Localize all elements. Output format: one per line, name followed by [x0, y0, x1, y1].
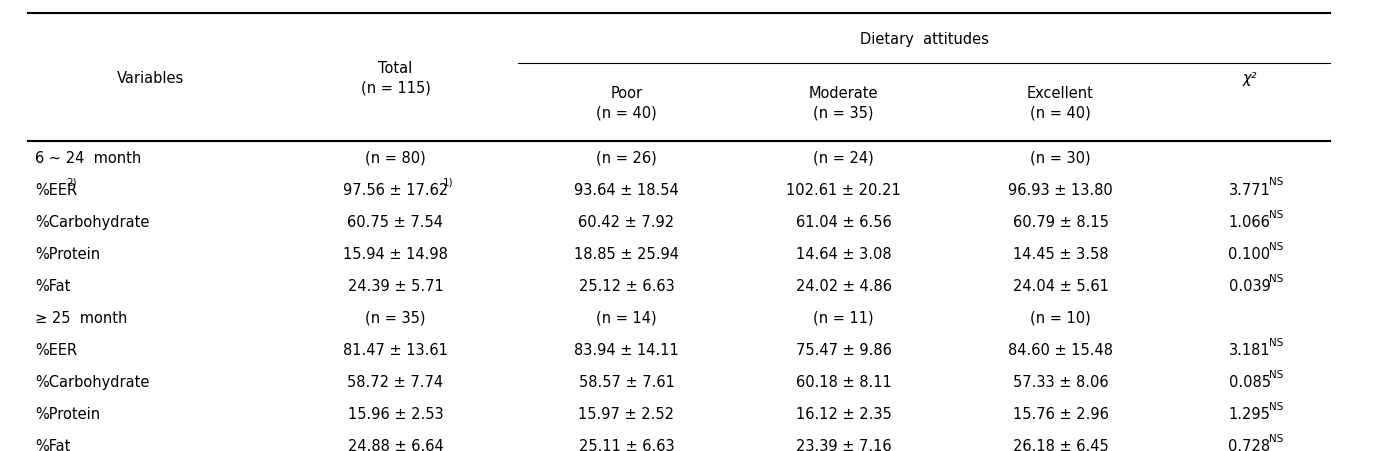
Text: (n = 30): (n = 30) — [1030, 151, 1091, 166]
Text: Variables: Variables — [116, 71, 185, 86]
Text: %Fat: %Fat — [35, 278, 70, 293]
Text: 96.93 ± 13.80: 96.93 ± 13.80 — [1008, 182, 1113, 198]
Text: χ²: χ² — [1242, 71, 1257, 86]
Text: ≥ 25  month: ≥ 25 month — [35, 310, 127, 325]
Text: %EER: %EER — [35, 342, 77, 357]
Text: 1.066: 1.066 — [1229, 214, 1270, 230]
Text: 18.85 ± 25.94: 18.85 ± 25.94 — [574, 246, 679, 261]
Text: NS: NS — [1268, 369, 1284, 379]
Text: NS: NS — [1268, 401, 1284, 411]
Text: 97.56 ± 17.62: 97.56 ± 17.62 — [343, 182, 448, 198]
Text: Dietary  attitudes: Dietary attitudes — [860, 32, 988, 46]
Text: %Carbohydrate: %Carbohydrate — [35, 374, 150, 389]
Text: 3.771: 3.771 — [1229, 182, 1270, 198]
Text: Excellent
(n = 40): Excellent (n = 40) — [1028, 86, 1093, 120]
Text: 0.100: 0.100 — [1228, 246, 1271, 261]
Text: %EER: %EER — [35, 182, 77, 198]
Text: 24.04 ± 5.61: 24.04 ± 5.61 — [1012, 278, 1109, 293]
Text: %Fat: %Fat — [35, 438, 70, 451]
Text: 6 ~ 24  month: 6 ~ 24 month — [35, 151, 141, 166]
Text: NS: NS — [1268, 273, 1284, 283]
Text: %Carbohydrate: %Carbohydrate — [35, 214, 150, 230]
Text: 25.11 ± 6.63: 25.11 ± 6.63 — [578, 438, 675, 451]
Text: 3.181: 3.181 — [1229, 342, 1270, 357]
Text: 24.39 ± 5.71: 24.39 ± 5.71 — [347, 278, 444, 293]
Text: 15.76 ± 2.96: 15.76 ± 2.96 — [1012, 406, 1109, 421]
Text: %Protein: %Protein — [35, 406, 101, 421]
Text: Poor
(n = 40): Poor (n = 40) — [596, 86, 657, 120]
Text: 83.94 ± 14.11: 83.94 ± 14.11 — [574, 342, 679, 357]
Text: (n = 26): (n = 26) — [596, 151, 657, 166]
Text: 1.295: 1.295 — [1229, 406, 1270, 421]
Text: 102.61 ± 20.21: 102.61 ± 20.21 — [787, 182, 900, 198]
Text: 75.47 ± 9.86: 75.47 ± 9.86 — [795, 342, 892, 357]
Text: (n = 35): (n = 35) — [365, 310, 426, 325]
Text: 14.45 ± 3.58: 14.45 ± 3.58 — [1012, 246, 1109, 261]
Text: 61.04 ± 6.56: 61.04 ± 6.56 — [795, 214, 892, 230]
Text: 25.12 ± 6.63: 25.12 ± 6.63 — [578, 278, 675, 293]
Text: (n = 11): (n = 11) — [813, 310, 874, 325]
Text: %Protein: %Protein — [35, 246, 101, 261]
Text: 24.88 ± 6.64: 24.88 ± 6.64 — [347, 438, 444, 451]
Text: 1): 1) — [442, 177, 454, 187]
Text: 23.39 ± 7.16: 23.39 ± 7.16 — [795, 438, 892, 451]
Text: 93.64 ± 18.54: 93.64 ± 18.54 — [574, 182, 679, 198]
Text: 57.33 ± 8.06: 57.33 ± 8.06 — [1012, 374, 1109, 389]
Text: 58.72 ± 7.74: 58.72 ± 7.74 — [347, 374, 444, 389]
Text: NS: NS — [1268, 433, 1284, 443]
Text: 81.47 ± 13.61: 81.47 ± 13.61 — [343, 342, 448, 357]
Text: 0.039: 0.039 — [1229, 278, 1270, 293]
Text: 60.79 ± 8.15: 60.79 ± 8.15 — [1012, 214, 1109, 230]
Text: NS: NS — [1268, 177, 1284, 187]
Text: 60.75 ± 7.54: 60.75 ± 7.54 — [347, 214, 444, 230]
Text: Total
(n = 115): Total (n = 115) — [361, 61, 430, 96]
Text: 60.18 ± 8.11: 60.18 ± 8.11 — [795, 374, 892, 389]
Text: (n = 10): (n = 10) — [1030, 310, 1091, 325]
Text: 24.02 ± 4.86: 24.02 ± 4.86 — [795, 278, 892, 293]
Text: 0.728: 0.728 — [1228, 438, 1271, 451]
Text: 15.96 ± 2.53: 15.96 ± 2.53 — [347, 406, 444, 421]
Text: 14.64 ± 3.08: 14.64 ± 3.08 — [795, 246, 892, 261]
Text: Moderate
(n = 35): Moderate (n = 35) — [809, 86, 878, 120]
Text: 0.085: 0.085 — [1229, 374, 1271, 389]
Text: (n = 80): (n = 80) — [365, 151, 426, 166]
Text: NS: NS — [1268, 337, 1284, 347]
Text: NS: NS — [1268, 209, 1284, 219]
Text: 84.60 ± 15.48: 84.60 ± 15.48 — [1008, 342, 1113, 357]
Text: (n = 14): (n = 14) — [596, 310, 657, 325]
Text: 58.57 ± 7.61: 58.57 ± 7.61 — [578, 374, 675, 389]
Text: 16.12 ± 2.35: 16.12 ± 2.35 — [795, 406, 892, 421]
Text: (n = 24): (n = 24) — [813, 151, 874, 166]
Text: 26.18 ± 6.45: 26.18 ± 6.45 — [1012, 438, 1109, 451]
Text: 15.94 ± 14.98: 15.94 ± 14.98 — [343, 246, 448, 261]
Text: 2): 2) — [66, 177, 77, 187]
Text: 60.42 ± 7.92: 60.42 ± 7.92 — [578, 214, 675, 230]
Text: NS: NS — [1268, 241, 1284, 251]
Text: 15.97 ± 2.52: 15.97 ± 2.52 — [578, 406, 675, 421]
